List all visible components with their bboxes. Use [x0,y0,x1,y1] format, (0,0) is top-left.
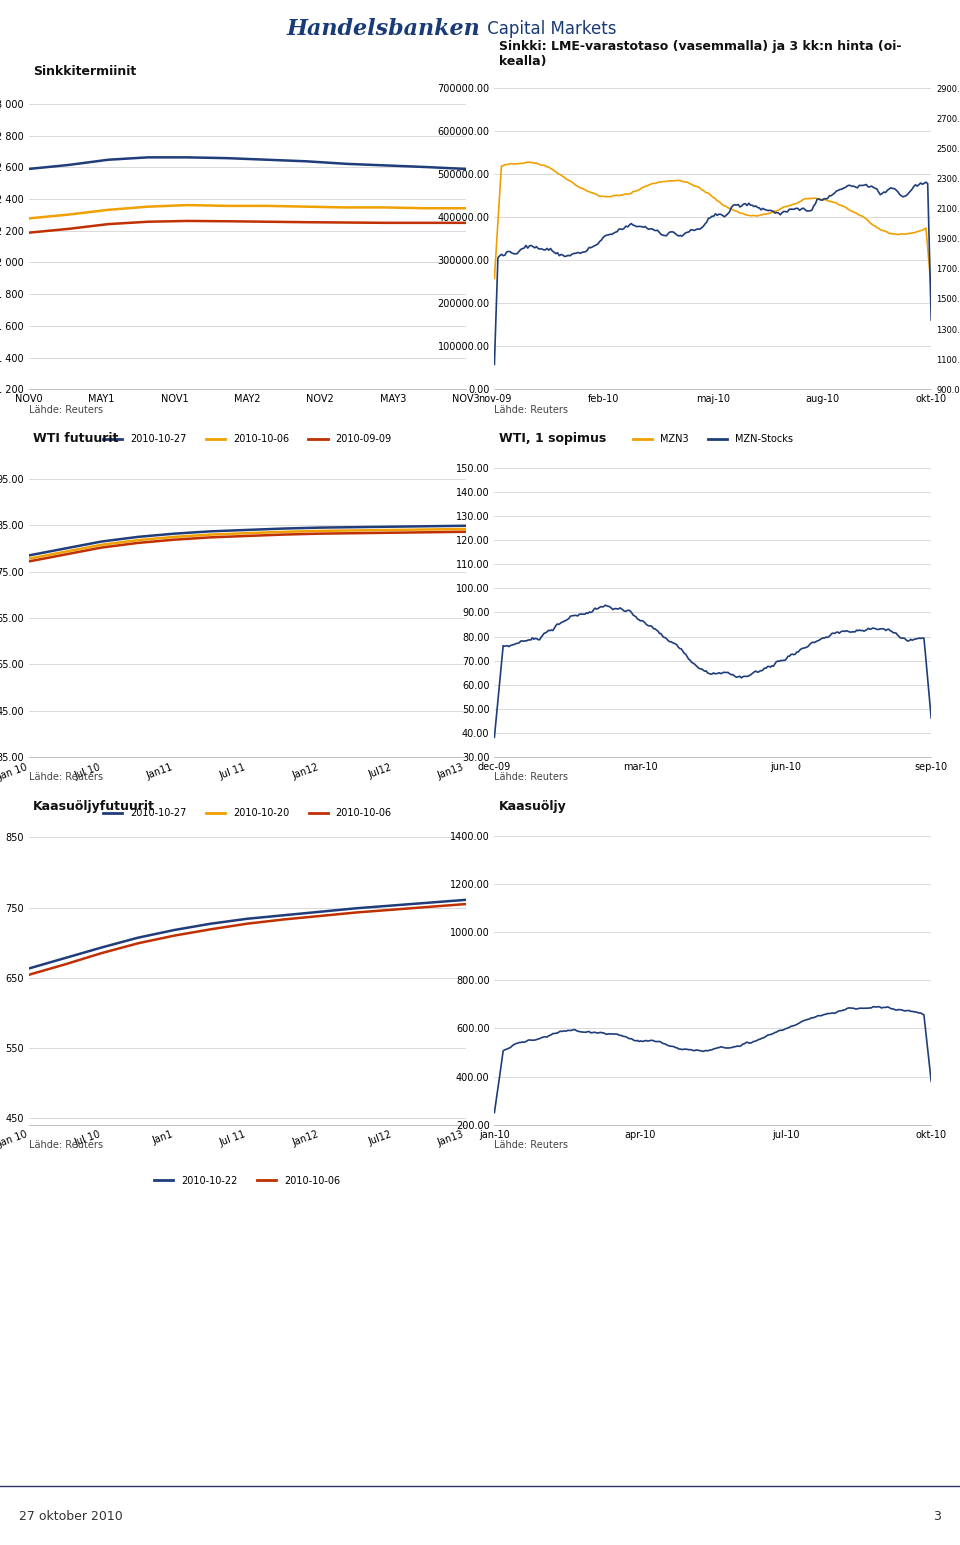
Text: WTI futuurit: WTI futuurit [34,433,118,445]
Legend: 2010-10-22, 2010-10-06: 2010-10-22, 2010-10-06 [150,1171,345,1190]
Text: 27 oktober 2010: 27 oktober 2010 [19,1509,123,1523]
Text: Kaasuöljy: Kaasuöljy [499,800,566,813]
Text: Sinkkitermiinit: Sinkkitermiinit [34,65,136,77]
Text: 3: 3 [933,1509,941,1523]
Legend: 2010-10-27, 2010-10-06, 2010-09-09: 2010-10-27, 2010-10-06, 2010-09-09 [99,431,396,448]
Text: Sinkki: LME-varastotaso (vasemmalla) ja 3 kk:n hinta (oi-
kealla): Sinkki: LME-varastotaso (vasemmalla) ja … [499,40,901,68]
Legend: MZN3, MZN-Stocks: MZN3, MZN-Stocks [629,431,797,448]
Text: Kaasuöljyfutuurit: Kaasuöljyfutuurit [34,800,156,813]
Text: WTI, 1 sopimus: WTI, 1 sopimus [499,433,606,445]
Legend: 2010-10-27, 2010-10-20, 2010-10-06: 2010-10-27, 2010-10-20, 2010-10-06 [99,803,396,822]
Text: Lähde: Reuters: Lähde: Reuters [29,772,103,782]
Text: Lähde: Reuters: Lähde: Reuters [494,405,568,414]
Text: Lähde: Reuters: Lähde: Reuters [494,1140,568,1149]
Text: Handelsbanken: Handelsbanken [286,19,480,40]
Text: Lähde: Reuters: Lähde: Reuters [29,405,103,414]
Text: Capital Markets: Capital Markets [482,20,616,39]
Text: Lähde: Reuters: Lähde: Reuters [29,1140,103,1149]
Text: Lähde: Reuters: Lähde: Reuters [494,772,568,782]
